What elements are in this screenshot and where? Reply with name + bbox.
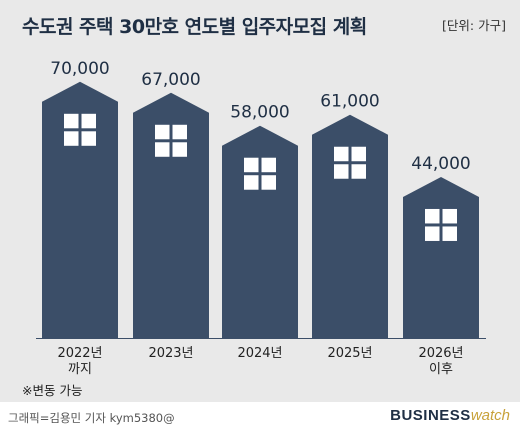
- brand-main: BUSINESS: [390, 407, 471, 424]
- bar-2-window-pane: [155, 124, 170, 140]
- value-label: 58,000: [230, 103, 289, 123]
- bar-5-window-pane: [442, 226, 457, 241]
- bar-1-window-pane: [64, 131, 79, 146]
- bar-5-window-pane: [425, 226, 440, 241]
- value-label: 70,000: [50, 59, 109, 79]
- bar-1-window-pane: [64, 113, 79, 129]
- bar-1-window-pane: [81, 113, 96, 129]
- bar-3-window-pane: [244, 175, 259, 190]
- bar-2-window-pane: [172, 124, 187, 140]
- bar-3: [222, 125, 298, 338]
- brand-logo: BUSINESSwatch: [390, 407, 510, 424]
- bar-5-window-pane: [425, 208, 440, 224]
- category-label: 까지: [68, 362, 92, 377]
- bar-3-window-pane: [261, 175, 276, 190]
- footer-bar: 그래픽=김용민 기자 kym5380@ BUSINESSwatch: [0, 402, 520, 432]
- bar-4-window-pane: [334, 164, 349, 179]
- bar-5: [403, 176, 479, 338]
- category-label: 2024년: [237, 346, 282, 361]
- bar-2-window-pane: [172, 142, 187, 157]
- bar-4: [312, 114, 388, 339]
- bar-2-window-pane: [155, 142, 170, 157]
- value-label: 67,000: [141, 70, 200, 90]
- category-label: 이후: [429, 362, 453, 377]
- bar-1-window-pane: [81, 131, 96, 146]
- graphic-credit: 그래픽=김용민 기자 kym5380@: [8, 411, 175, 425]
- category-label: 2026년: [418, 346, 463, 361]
- bar-5-window-pane: [442, 208, 457, 224]
- category-label: 2022년: [57, 346, 102, 361]
- chart-title: 수도권 주택 30만호 연도별 입주자모집 계획: [22, 16, 367, 38]
- brand-accent: watch: [470, 407, 510, 424]
- bar-4-window-pane: [351, 146, 366, 162]
- category-label: 2025년: [327, 346, 372, 361]
- value-label: 44,000: [411, 154, 470, 174]
- bar-3-window-pane: [261, 157, 276, 173]
- bar-4-window-pane: [334, 146, 349, 162]
- footnote: ※변동 가능: [22, 383, 83, 398]
- bar-2: [133, 92, 209, 338]
- bar-4-window-pane: [351, 164, 366, 179]
- value-label: 61,000: [320, 92, 379, 112]
- category-label: 2023년: [148, 346, 193, 361]
- bar-3-window-pane: [244, 157, 259, 173]
- bar-1: [42, 81, 118, 339]
- unit-label: [단위: 가구]: [442, 18, 506, 33]
